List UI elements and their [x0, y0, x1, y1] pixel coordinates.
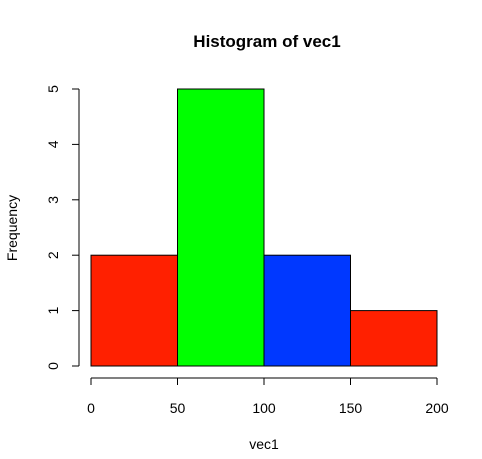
y-axis: 0 1 2 3 4 5 [45, 85, 80, 370]
x-tick-label-3: 150 [339, 400, 363, 416]
y-tick-label-1: 1 [45, 306, 61, 314]
x-axis-label: vec1 [249, 436, 279, 452]
y-tick-label-3: 3 [45, 196, 61, 204]
bar-0 [90, 254, 178, 367]
y-tick-label-4: 4 [45, 140, 61, 148]
x-tick-label-1: 50 [170, 400, 186, 416]
chart-title: Histogram of vec1 [193, 32, 340, 51]
y-tick-label-5: 5 [45, 85, 61, 93]
bars-group [90, 88, 438, 367]
x-tick-label-2: 100 [252, 400, 276, 416]
x-axis: 0 50 100 150 200 [87, 377, 449, 416]
bar-2 [263, 254, 351, 367]
x-tick-label-4: 200 [425, 400, 449, 416]
y-tick-label-0: 0 [45, 362, 61, 370]
y-tick-label-2: 2 [45, 251, 61, 259]
bar-3 [350, 310, 438, 367]
bar-1 [177, 88, 265, 367]
y-axis-label: Frequency [4, 195, 20, 261]
x-tick-label-0: 0 [87, 400, 95, 416]
